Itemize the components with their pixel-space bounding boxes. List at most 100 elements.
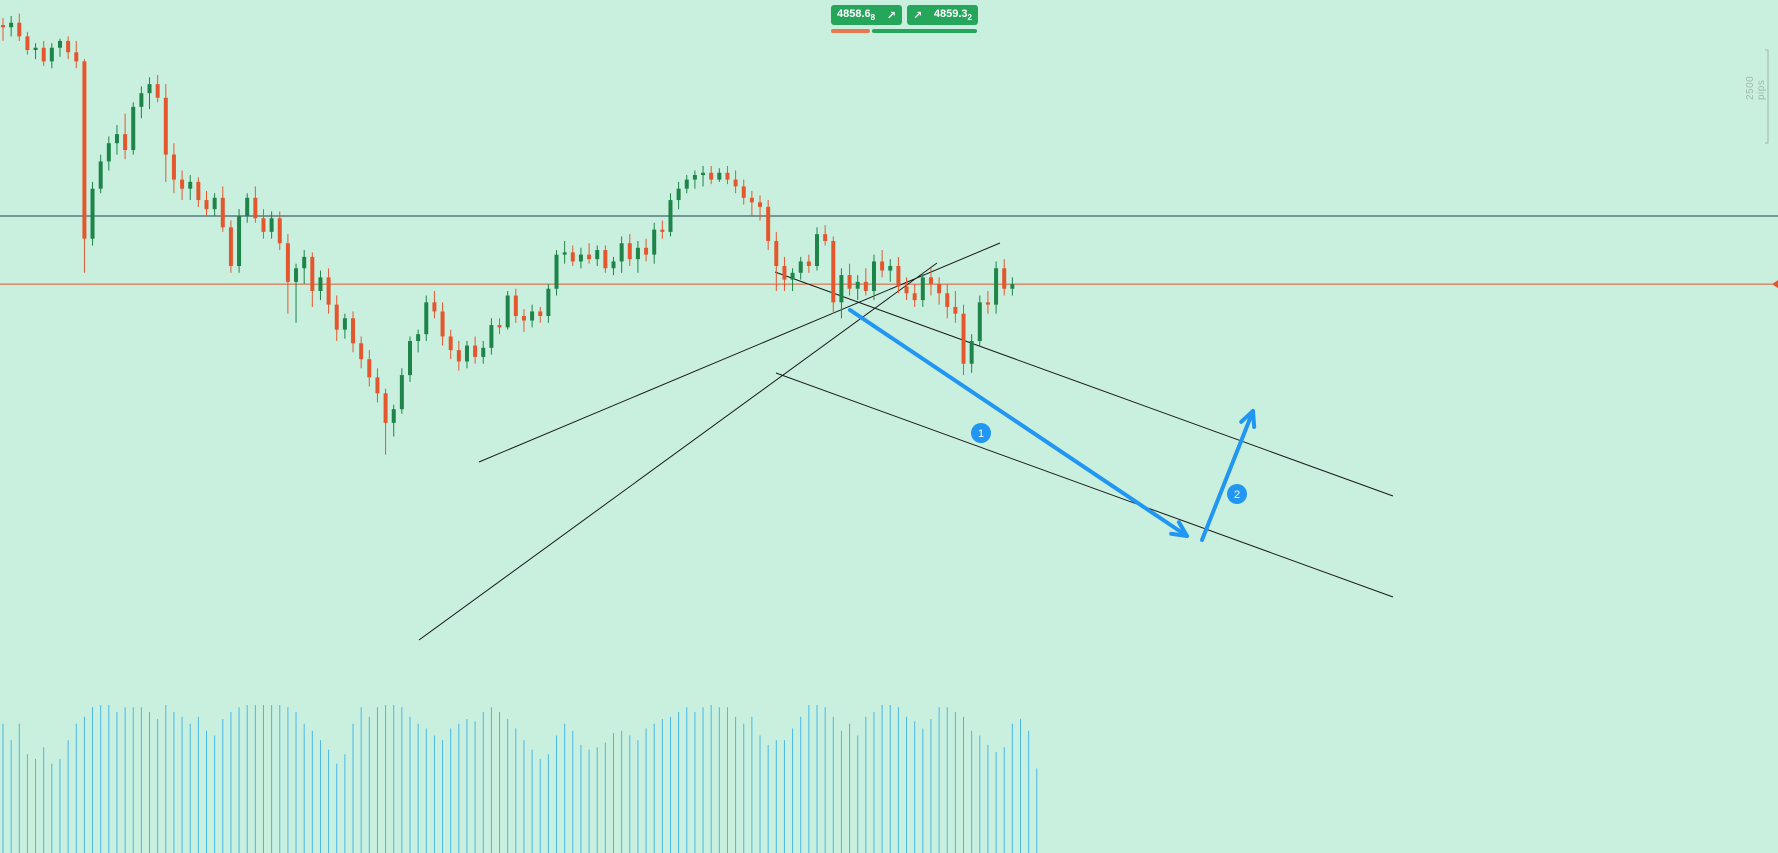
bullish-candle xyxy=(33,47,38,51)
arrow-up-right-icon: ↗ xyxy=(886,9,896,22)
bearish-candle xyxy=(847,275,852,289)
descending-channel-lower-trendline xyxy=(775,372,1394,598)
bearish-candle xyxy=(253,197,258,219)
bearish-candle xyxy=(937,284,942,294)
bullish-candle xyxy=(139,93,144,107)
bearish-candle xyxy=(513,295,518,316)
bearish-candle xyxy=(896,265,901,287)
bullish-candle xyxy=(815,234,819,266)
bullish-candle xyxy=(652,229,657,255)
bearish-candle xyxy=(928,277,933,285)
volume-histogram xyxy=(2,704,1038,853)
bearish-candle xyxy=(155,84,160,98)
bullish-candle xyxy=(114,134,119,144)
bearish-candle xyxy=(228,227,233,266)
bullish-candle xyxy=(977,302,982,341)
bullish-candle xyxy=(424,302,429,335)
buy-price: 4859.3 xyxy=(933,7,968,20)
bullish-candle xyxy=(692,175,697,180)
bearish-candle xyxy=(806,261,811,266)
arrow-up-right-icon: ↗ xyxy=(913,9,923,22)
bearish-candle xyxy=(1002,268,1007,289)
sell-spread-bar xyxy=(831,29,870,33)
bullish-candle xyxy=(994,268,999,305)
bearish-candle xyxy=(709,172,714,180)
bearish-candle xyxy=(448,336,453,351)
bearish-candle xyxy=(782,265,787,280)
bearish-candle xyxy=(774,240,779,266)
bearish-candle xyxy=(351,318,356,344)
bullish-candle xyxy=(619,243,624,262)
pip-scale xyxy=(1765,49,1769,144)
bullish-candle xyxy=(481,347,486,357)
bearish-candle xyxy=(25,36,30,51)
wave-marker-1-label: 1 xyxy=(978,428,984,440)
buy-button[interactable]: ↗ 4859.32 xyxy=(907,5,978,25)
bearish-candle xyxy=(904,286,909,294)
bullish-candle xyxy=(49,47,54,62)
sell-price: 4858.6 xyxy=(837,7,871,20)
bearish-candle xyxy=(17,22,22,37)
bullish-candle xyxy=(342,318,347,330)
bearish-candle xyxy=(432,302,437,312)
bullish-candle xyxy=(106,143,111,162)
bearish-candle xyxy=(367,359,372,378)
bullish-candle xyxy=(1010,284,1015,289)
bearish-candle xyxy=(570,252,575,262)
bearish-candle xyxy=(74,52,79,62)
bullish-candle xyxy=(269,218,274,232)
bearish-candle xyxy=(831,240,836,303)
bearish-candle xyxy=(220,197,225,228)
bearish-candle xyxy=(359,343,364,360)
bearish-candle xyxy=(603,250,608,269)
bullish-candle xyxy=(839,275,844,303)
bullish-candle xyxy=(57,40,62,48)
bearish-candle xyxy=(961,313,966,364)
bullish-candle xyxy=(399,375,404,410)
bearish-candle xyxy=(945,293,950,307)
bearish-candle xyxy=(823,234,828,241)
bearish-candle xyxy=(82,61,87,239)
bearish-candle xyxy=(733,179,738,187)
bearish-candle xyxy=(644,247,649,255)
bullish-candle xyxy=(245,197,250,216)
bullish-candle xyxy=(489,325,494,348)
sell-button[interactable]: 4858.68 ↗ xyxy=(831,5,902,25)
wave-2-arrow-head xyxy=(1239,409,1257,429)
wave-markers: 12 xyxy=(971,423,1247,504)
bearish-candle xyxy=(627,243,632,260)
current-price-marker xyxy=(1772,280,1778,289)
bullish-candle xyxy=(790,272,795,280)
bullish-candle xyxy=(9,22,14,28)
bullish-candle xyxy=(188,181,193,189)
bullish-candle xyxy=(90,188,95,239)
bullish-candle xyxy=(318,277,323,291)
bullish-candle xyxy=(294,268,299,282)
horizontal-levels xyxy=(0,215,1778,289)
bearish-candle xyxy=(758,202,763,207)
bullish-candle xyxy=(212,197,217,210)
bearish-candle xyxy=(334,304,339,330)
bullish-candle xyxy=(635,247,640,260)
wave-2-arrow-shaft xyxy=(1200,409,1255,542)
bearish-candle xyxy=(912,293,917,301)
bullish-candle xyxy=(237,215,242,266)
wave-marker-2-label: 2 xyxy=(1234,489,1240,501)
candles xyxy=(1,13,1015,455)
bearish-candle xyxy=(123,134,128,151)
spread-indicator xyxy=(831,29,978,33)
bullish-candle xyxy=(464,345,469,362)
bearish-candle xyxy=(326,277,331,305)
bearish-candle xyxy=(497,325,502,328)
bearish-candle xyxy=(180,179,185,189)
bearish-candle xyxy=(1,25,5,28)
bullish-candle xyxy=(391,409,396,423)
bearish-candle xyxy=(375,377,380,394)
bullish-candle xyxy=(684,179,689,189)
bearish-candle xyxy=(741,186,746,198)
bullish-candle xyxy=(408,341,412,376)
bullish-candle xyxy=(578,254,583,262)
bullish-candle xyxy=(505,295,510,328)
bullish-candle xyxy=(131,106,136,151)
